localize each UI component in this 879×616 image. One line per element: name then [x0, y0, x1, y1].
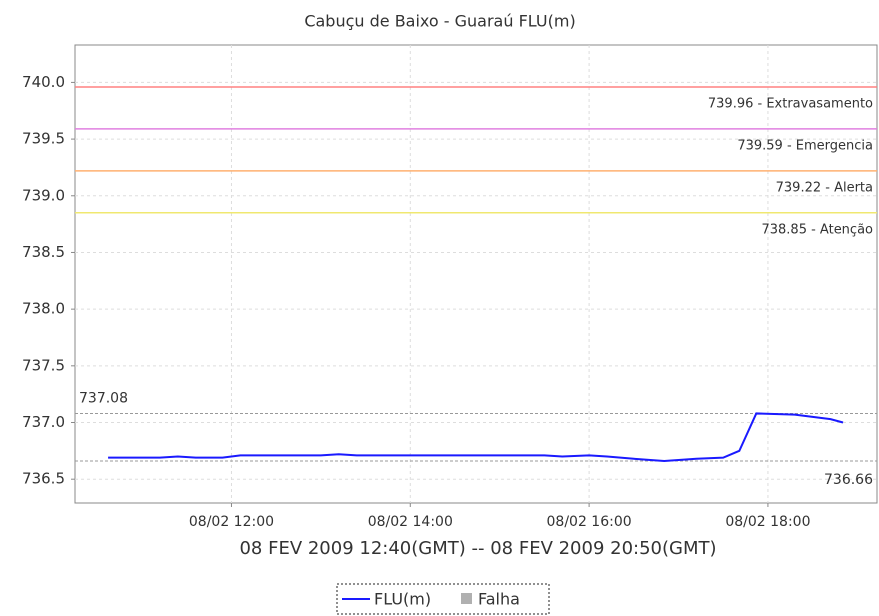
legend-swatch — [461, 593, 472, 604]
y-tick-label: 739.5 — [22, 130, 65, 148]
y-tick-label: 740.0 — [22, 73, 65, 91]
plot-area — [74, 44, 878, 504]
threshold-label: 738.85 - Atenção — [761, 222, 873, 237]
y-tick-label: 736.5 — [22, 470, 65, 488]
threshold-label: 739.59 - Emergencia — [737, 138, 873, 153]
y-tick-label: 738.5 — [22, 243, 65, 261]
x-tick-label: 08/02 16:00 — [547, 514, 632, 530]
x-axis-label: 08 FEV 2009 12:40(GMT) -- 08 FEV 2009 20… — [239, 538, 716, 559]
x-tick-label: 08/02 14:00 — [368, 514, 453, 530]
x-tick-label: 08/02 18:00 — [725, 514, 810, 530]
legend-box — [336, 583, 550, 615]
legend-label: FLU(m) — [374, 590, 431, 609]
threshold-label: 739.96 - Extravasamento — [708, 96, 873, 111]
legend-label: Falha — [478, 590, 520, 609]
chart-title: Cabuçu de Baixo - Guaraú FLU(m) — [304, 12, 575, 31]
reference-label: 736.66 — [824, 472, 873, 488]
x-tick-label: 08/02 12:00 — [189, 514, 274, 530]
y-tick-label: 739.0 — [22, 186, 65, 204]
data-line — [108, 412, 844, 463]
y-tick-label: 737.0 — [22, 413, 65, 431]
y-tick-label: 737.5 — [22, 356, 65, 374]
y-tick-label: 738.0 — [22, 300, 65, 318]
threshold-label: 739.22 - Alerta — [776, 180, 873, 195]
reference-label: 737.08 — [79, 390, 128, 406]
